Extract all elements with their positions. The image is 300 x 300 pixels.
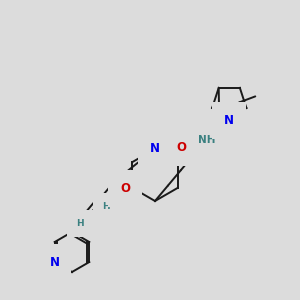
Text: NH: NH (198, 135, 215, 145)
Text: H: H (103, 202, 110, 211)
Text: N: N (150, 142, 160, 155)
Text: O: O (176, 141, 186, 154)
Text: H: H (76, 219, 84, 228)
Text: N: N (224, 114, 234, 127)
Text: N: N (50, 256, 60, 268)
Text: O: O (120, 182, 130, 195)
